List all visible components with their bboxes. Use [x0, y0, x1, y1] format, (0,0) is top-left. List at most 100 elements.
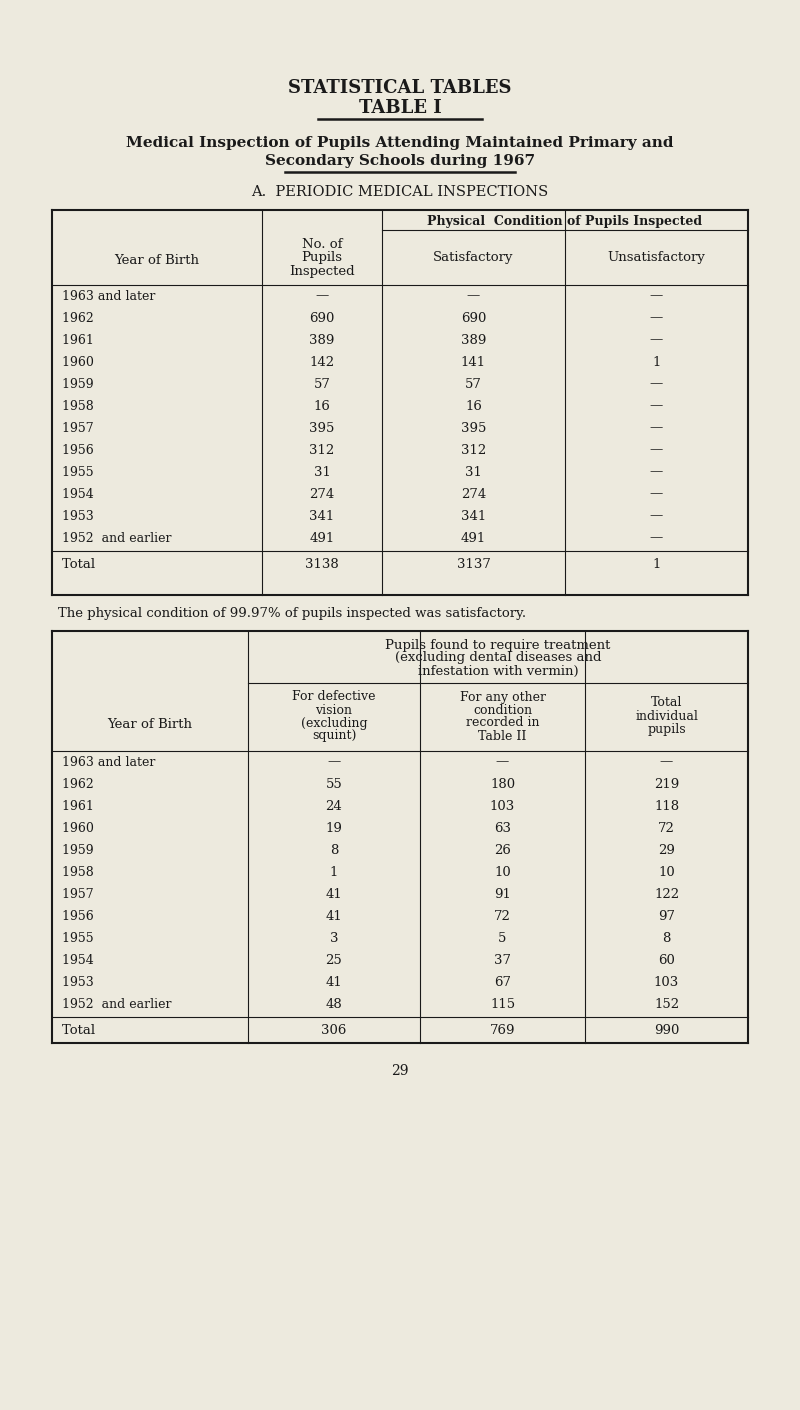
Text: 219: 219	[654, 777, 679, 791]
Text: 1958: 1958	[62, 399, 178, 413]
Text: 1956: 1956	[62, 444, 178, 457]
Text: 690: 690	[461, 312, 486, 324]
Text: TABLE I: TABLE I	[358, 99, 442, 117]
Text: 122: 122	[654, 887, 679, 901]
Text: 24: 24	[326, 799, 342, 812]
Text: A.  PERIODIC MEDICAL INSPECTIONS: A. PERIODIC MEDICAL INSPECTIONS	[251, 185, 549, 199]
Text: 3137: 3137	[457, 558, 490, 571]
Text: 19: 19	[326, 822, 342, 835]
Text: 31: 31	[314, 465, 330, 478]
Text: 26: 26	[494, 843, 511, 856]
Text: Total: Total	[62, 558, 176, 571]
Text: STATISTICAL TABLES: STATISTICAL TABLES	[288, 79, 512, 97]
Text: 16: 16	[314, 399, 330, 413]
Text: —: —	[650, 488, 663, 501]
Text: 5: 5	[498, 932, 506, 945]
Text: infestation with vermin): infestation with vermin)	[418, 664, 578, 677]
Text: 274: 274	[310, 488, 334, 501]
Text: 491: 491	[461, 532, 486, 544]
Text: —: —	[650, 399, 663, 413]
Text: recorded in: recorded in	[466, 716, 539, 729]
Text: Year of Birth: Year of Birth	[107, 719, 193, 732]
Text: 57: 57	[314, 378, 330, 391]
Text: 395: 395	[310, 422, 334, 434]
Text: 41: 41	[326, 909, 342, 922]
Text: 1960: 1960	[62, 355, 178, 368]
Text: Total: Total	[62, 1024, 176, 1036]
Text: 141: 141	[461, 355, 486, 368]
Text: —: —	[660, 756, 673, 768]
Text: 1963 and later: 1963 and later	[62, 756, 191, 768]
Text: 8: 8	[330, 843, 338, 856]
Text: 10: 10	[494, 866, 511, 878]
Text: 37: 37	[494, 953, 511, 966]
Text: —: —	[650, 532, 663, 544]
Text: 341: 341	[310, 509, 334, 523]
Text: 491: 491	[310, 532, 334, 544]
Text: (excluding: (excluding	[301, 716, 367, 729]
Text: 180: 180	[490, 777, 515, 791]
Text: 1957: 1957	[62, 422, 178, 434]
Text: 55: 55	[326, 777, 342, 791]
Text: 67: 67	[494, 976, 511, 988]
Text: 1959: 1959	[62, 378, 178, 391]
Text: (excluding dental diseases and: (excluding dental diseases and	[394, 651, 602, 664]
Text: Inspected: Inspected	[289, 265, 355, 278]
Text: 990: 990	[654, 1024, 679, 1036]
Text: 97: 97	[658, 909, 675, 922]
Text: Physical  Condition of Pupils Inspected: Physical Condition of Pupils Inspected	[427, 216, 702, 228]
Text: 1952  and earlier: 1952 and earlier	[62, 532, 187, 544]
Text: 1962: 1962	[62, 777, 178, 791]
Text: 1953: 1953	[62, 509, 178, 523]
Text: 312: 312	[461, 444, 486, 457]
Text: 1960: 1960	[62, 822, 178, 835]
Text: 10: 10	[658, 866, 675, 878]
Text: 395: 395	[461, 422, 486, 434]
Text: The physical condition of 99.97% of pupils inspected was satisfactory.: The physical condition of 99.97% of pupi…	[58, 606, 526, 619]
Text: 1961: 1961	[62, 799, 178, 812]
Text: 8: 8	[662, 932, 670, 945]
Text: 1952  and earlier: 1952 and earlier	[62, 997, 187, 1011]
Text: 103: 103	[490, 799, 515, 812]
Text: 3138: 3138	[305, 558, 339, 571]
Text: vision: vision	[315, 704, 353, 716]
Text: 1953: 1953	[62, 976, 178, 988]
Text: —: —	[650, 378, 663, 391]
Text: —: —	[650, 334, 663, 347]
Text: For any other: For any other	[459, 691, 546, 704]
Text: Medical Inspection of Pupils Attending Maintained Primary and: Medical Inspection of Pupils Attending M…	[126, 135, 674, 149]
Text: 312: 312	[310, 444, 334, 457]
Text: 690: 690	[310, 312, 334, 324]
Text: 1955: 1955	[62, 932, 178, 945]
Text: —: —	[327, 756, 341, 768]
Text: 1: 1	[652, 558, 661, 571]
Text: condition: condition	[473, 704, 532, 716]
Text: —: —	[650, 422, 663, 434]
Text: 1957: 1957	[62, 887, 178, 901]
Text: 1954: 1954	[62, 488, 178, 501]
Text: 1: 1	[652, 355, 661, 368]
Text: Total: Total	[651, 697, 682, 709]
Text: —: —	[650, 289, 663, 303]
Text: 25: 25	[326, 953, 342, 966]
Text: 1958: 1958	[62, 866, 178, 878]
Text: —: —	[650, 444, 663, 457]
Text: 1956: 1956	[62, 909, 178, 922]
Text: 72: 72	[658, 822, 675, 835]
Text: 72: 72	[494, 909, 511, 922]
Text: 29: 29	[658, 843, 675, 856]
Text: 41: 41	[326, 976, 342, 988]
Text: Pupils: Pupils	[302, 251, 342, 265]
Text: Pupils found to require treatment: Pupils found to require treatment	[386, 639, 610, 651]
Text: Satisfactory: Satisfactory	[434, 251, 514, 265]
Text: 1963 and later: 1963 and later	[62, 289, 211, 303]
Text: 152: 152	[654, 997, 679, 1011]
Text: 41: 41	[326, 887, 342, 901]
Text: 115: 115	[490, 997, 515, 1011]
Text: 1962: 1962	[62, 312, 178, 324]
Text: 57: 57	[465, 378, 482, 391]
Text: Year of Birth: Year of Birth	[114, 254, 199, 266]
Text: 60: 60	[658, 953, 675, 966]
Text: 1959: 1959	[62, 843, 178, 856]
Text: 1: 1	[330, 866, 338, 878]
